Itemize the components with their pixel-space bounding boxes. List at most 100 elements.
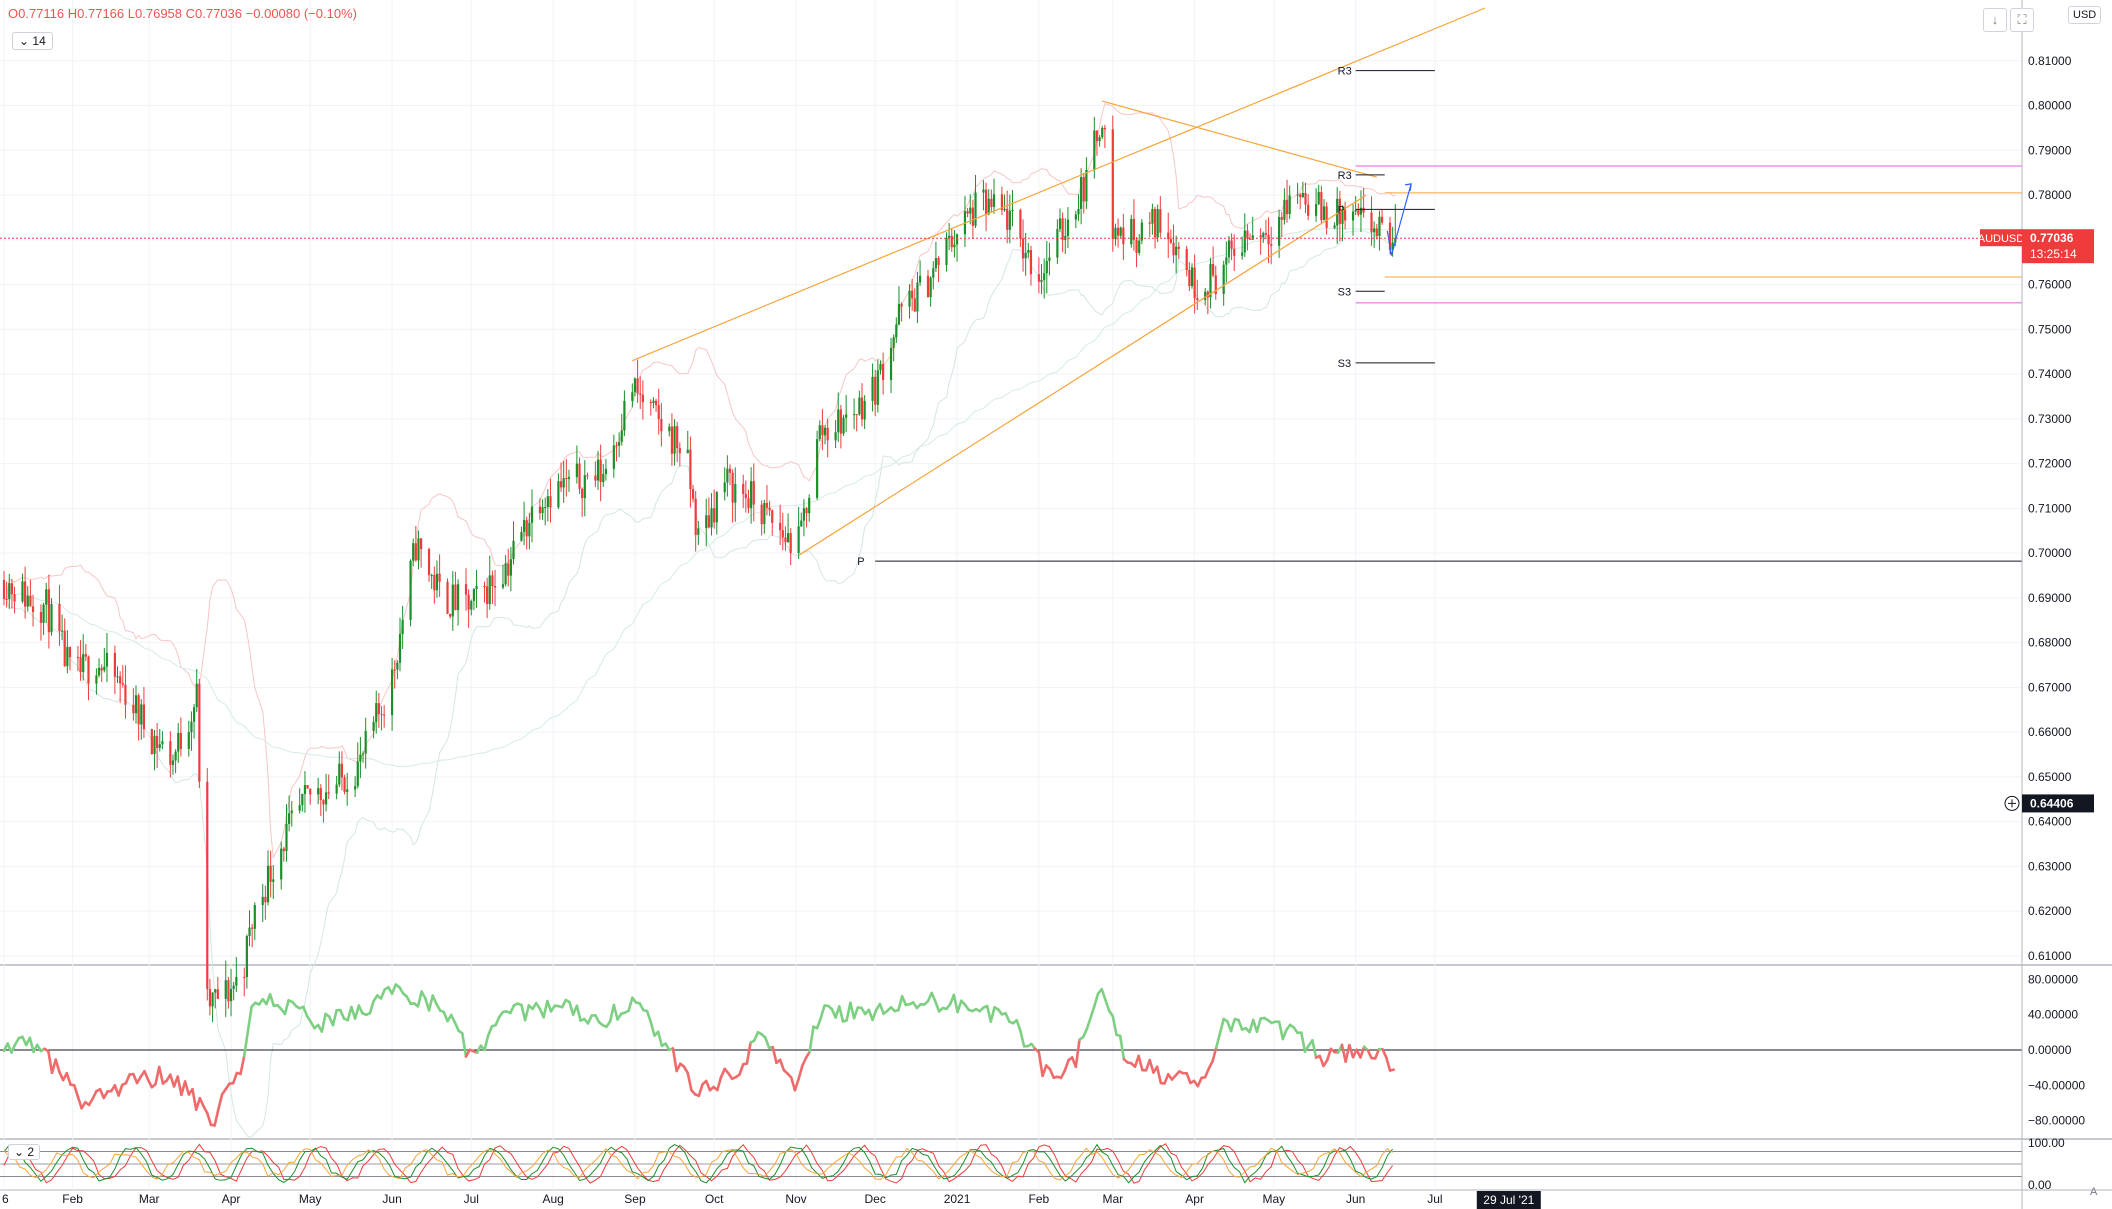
oscillator-segment [1281, 1028, 1288, 1041]
oscillator-segment [191, 1088, 198, 1111]
stoch-param: 2 [27, 1145, 35, 1159]
oscillator-segment [1325, 1047, 1333, 1062]
auto-scale-button[interactable]: A [2090, 1186, 2098, 1198]
oscillator-segment [645, 1009, 653, 1024]
oscillator-segment [461, 1032, 468, 1058]
candle-body [401, 619, 404, 635]
candle-body [383, 714, 386, 716]
candle-body [1378, 216, 1381, 237]
candle-body [1135, 239, 1138, 253]
candle-body [21, 581, 24, 602]
candle-body [1177, 246, 1180, 249]
candle-body [343, 777, 346, 792]
candle-body [264, 896, 267, 903]
y-tick-label: 0.67000 [2028, 680, 2072, 694]
candle-body [446, 581, 449, 614]
candle-body [1391, 242, 1394, 250]
candle-body [190, 721, 193, 733]
candle-body [639, 393, 642, 395]
candle-body [971, 207, 974, 226]
candle-body [916, 282, 919, 312]
currency-button[interactable]: USD [2068, 6, 2102, 24]
oscillator-segment [594, 1013, 601, 1024]
oscillator-pane [0, 983, 2022, 1127]
candle-body [364, 730, 367, 754]
oscillator-segment [1311, 1039, 1318, 1059]
oscillator-segment [1344, 1043, 1351, 1063]
candle-body [805, 508, 808, 514]
candle-body [982, 189, 985, 193]
oscillator-segment [213, 1107, 220, 1127]
oscillator-segment [486, 1025, 494, 1037]
candle-body [670, 426, 674, 454]
price-axis[interactable]: 0.810000.800000.790000.780000.770000.760… [2021, 0, 2085, 1209]
candle-body [356, 761, 359, 787]
candle-body [359, 754, 362, 762]
candle-body [863, 400, 866, 420]
oscillator-segment [143, 1069, 150, 1082]
candle-body [1048, 257, 1051, 261]
candle-body [858, 397, 861, 415]
candle-body [47, 589, 50, 633]
candle-body [1344, 209, 1347, 221]
price-tags: AUDUSD 0.77036 13:25:14 0.64406 [0, 229, 2094, 813]
candle-body [742, 483, 745, 495]
oscillator-segment [1348, 1043, 1355, 1059]
candle-body [288, 813, 291, 824]
candle-body [707, 515, 710, 528]
candle-body [913, 298, 916, 312]
scroll-down-button[interactable]: ↓ [1983, 8, 2007, 32]
oscillator-segment [793, 1077, 800, 1092]
oscillator-segment [509, 1004, 516, 1015]
oscillator-segment [546, 999, 553, 1013]
candle-body [1241, 252, 1244, 256]
oscillator-segment [1211, 1046, 1218, 1063]
trend-line [798, 194, 1367, 556]
oscillator-segment [627, 996, 634, 1013]
oscillator-segment [1004, 1011, 1011, 1023]
stoch-input-box[interactable]: ⌄ 2 [8, 1144, 41, 1160]
candlestick-series [2, 115, 1397, 1023]
rsi-input-box[interactable]: ⌄ 14 [12, 32, 53, 50]
oscillator-segment [431, 994, 438, 1006]
oscillator-segment [752, 1030, 760, 1042]
candle-body [1043, 273, 1046, 280]
candle-body [414, 543, 417, 561]
candle-body [39, 612, 43, 623]
candle-body [322, 799, 325, 805]
oscillator-segment [1218, 1017, 1225, 1035]
pivot-label: P [1338, 204, 1345, 216]
oscillator-segment [1163, 1072, 1170, 1085]
candle-body [567, 477, 571, 479]
candle-body [1222, 264, 1225, 294]
oscillator-segment [878, 1002, 885, 1016]
price-tag-box [2022, 229, 2094, 264]
oscillator-segment [1085, 1016, 1092, 1031]
y-tick-label: 0.73000 [2028, 412, 2072, 426]
oscillator-segment [686, 1071, 693, 1092]
candle-body [214, 989, 217, 993]
fullscreen-button[interactable]: ⛶ [2010, 8, 2034, 32]
x-tick-label: Mar [1102, 1192, 1123, 1206]
bollinger-lower [3, 230, 1396, 1139]
candle-body [839, 409, 842, 434]
drawing-tools[interactable]: R3 R3 P S3 S3 P [632, 7, 2022, 568]
candle-body [1148, 222, 1151, 224]
candle-body [483, 585, 486, 587]
candle-body [1351, 211, 1355, 221]
oscillator-segment [453, 1021, 460, 1032]
candle-body [216, 989, 219, 999]
chevron-down-icon: ⌄ [14, 1145, 25, 1159]
y-tick-label: 0.76000 [2028, 278, 2072, 292]
time-axis[interactable]: 6 Feb Mar Apr May Jun Jul Aug Sep Oct Nov Dec 2021 Fe… [2, 1191, 1541, 1209]
candle-body [435, 573, 439, 591]
oscillator-segment [771, 1045, 778, 1065]
candle-body [1322, 206, 1326, 221]
y-tick-label: 0.74000 [2028, 367, 2072, 381]
y-tick-label: 0.65000 [2028, 770, 2072, 784]
candle-body [990, 198, 993, 207]
x-tick-label: Dec [865, 1192, 886, 1206]
candle-body [1259, 235, 1262, 238]
symbol-tag-box [1980, 229, 2022, 247]
